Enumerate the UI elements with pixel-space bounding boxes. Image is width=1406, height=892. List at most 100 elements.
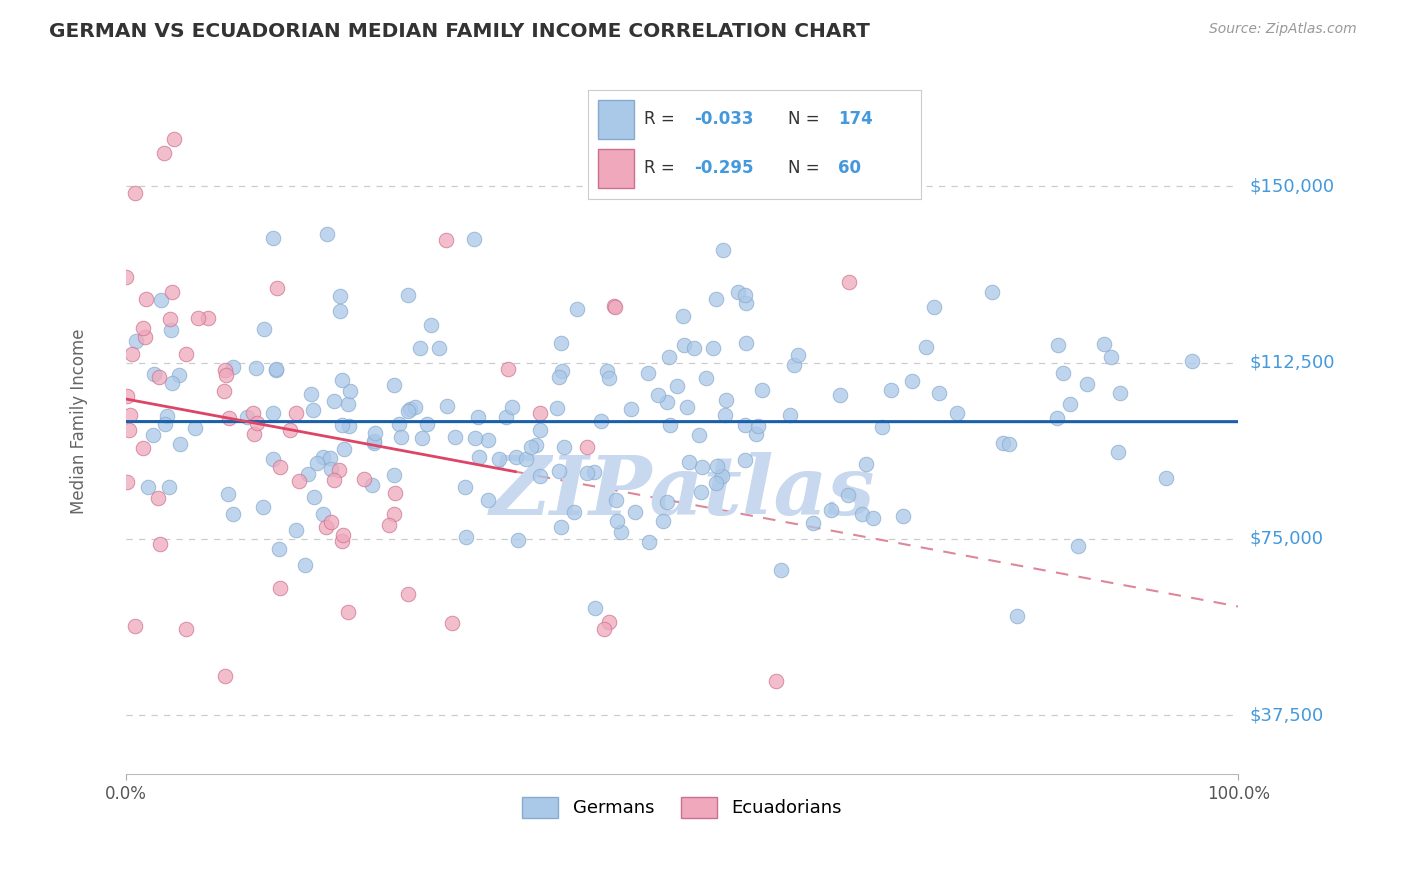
Point	[160, 376, 183, 390]
Point	[837, 488, 859, 502]
Point	[928, 386, 950, 401]
Point	[169, 437, 191, 451]
Point	[174, 347, 197, 361]
Point	[548, 464, 571, 478]
Text: ZIPatlas: ZIPatlas	[489, 452, 875, 532]
Point	[665, 378, 688, 392]
Point	[409, 342, 432, 356]
Point	[416, 417, 439, 431]
Point	[131, 441, 153, 455]
Point	[389, 430, 412, 444]
Text: Source: ZipAtlas.com: Source: ZipAtlas.com	[1209, 22, 1357, 37]
Point	[246, 416, 269, 430]
Point	[152, 145, 174, 160]
Point	[149, 293, 172, 308]
Point	[307, 456, 329, 470]
Point	[672, 310, 695, 324]
Point	[330, 534, 353, 549]
Point	[404, 400, 426, 414]
Point	[851, 507, 873, 521]
Point	[683, 342, 706, 356]
Point	[125, 334, 148, 349]
Point	[704, 476, 727, 491]
Point	[148, 370, 170, 384]
Point	[142, 428, 165, 442]
Point	[264, 362, 287, 376]
Point	[605, 300, 627, 314]
Point	[163, 132, 186, 146]
Point	[253, 322, 276, 336]
Point	[606, 514, 628, 528]
Point	[596, 364, 619, 378]
Point	[862, 511, 884, 525]
Point	[384, 468, 406, 483]
Point	[592, 622, 614, 636]
Point	[1047, 337, 1070, 351]
Point	[623, 505, 645, 519]
Point	[266, 361, 288, 376]
Point	[711, 243, 734, 257]
Point	[146, 491, 169, 506]
Point	[735, 296, 758, 310]
Point	[710, 469, 733, 483]
Point	[330, 373, 353, 387]
Legend: Germans, Ecuadorians: Germans, Ecuadorians	[515, 789, 849, 825]
Point	[515, 452, 537, 467]
Point	[529, 423, 551, 437]
Point	[339, 384, 361, 399]
Point	[980, 285, 1002, 300]
Point	[870, 419, 893, 434]
Point	[197, 311, 219, 326]
Point	[336, 396, 359, 410]
Point	[562, 505, 585, 519]
Point	[583, 465, 606, 479]
Point	[598, 371, 620, 385]
Point	[329, 288, 352, 302]
Point	[115, 269, 138, 284]
Point	[269, 581, 291, 595]
Point	[620, 402, 643, 417]
Point	[336, 605, 359, 619]
Point	[162, 285, 184, 299]
Point	[214, 363, 236, 377]
Point	[501, 400, 523, 414]
Point	[120, 408, 142, 422]
Point	[267, 541, 290, 556]
Point	[998, 437, 1021, 451]
Point	[396, 404, 419, 418]
Point	[734, 417, 756, 432]
Point	[488, 451, 510, 466]
Point	[167, 368, 190, 382]
Point	[565, 301, 588, 316]
Point	[676, 401, 699, 415]
Point	[747, 418, 769, 433]
Point	[420, 318, 443, 333]
Point	[149, 537, 172, 551]
Point	[215, 368, 238, 382]
Text: Median Family Income: Median Family Income	[70, 328, 89, 514]
Point	[716, 392, 738, 407]
Point	[284, 523, 307, 537]
Point	[382, 378, 405, 392]
Point	[136, 479, 159, 493]
Text: GERMAN VS ECUADORIAN MEDIAN FAMILY INCOME CORRELATION CHART: GERMAN VS ECUADORIAN MEDIAN FAMILY INCOM…	[49, 22, 870, 41]
Point	[236, 410, 259, 425]
Point	[302, 490, 325, 504]
Point	[828, 388, 851, 402]
Text: $112,500: $112,500	[1250, 353, 1334, 372]
Point	[1007, 608, 1029, 623]
Point	[467, 409, 489, 424]
Point	[655, 395, 678, 409]
Point	[364, 425, 387, 440]
Point	[312, 507, 335, 521]
Point	[924, 300, 946, 314]
Point	[477, 433, 499, 447]
Point	[323, 394, 346, 409]
Point	[321, 515, 343, 529]
Text: $150,000: $150,000	[1250, 178, 1334, 195]
Point	[734, 453, 756, 467]
Point	[779, 409, 801, 423]
Point	[353, 472, 375, 486]
Point	[361, 477, 384, 491]
Point	[1067, 540, 1090, 554]
